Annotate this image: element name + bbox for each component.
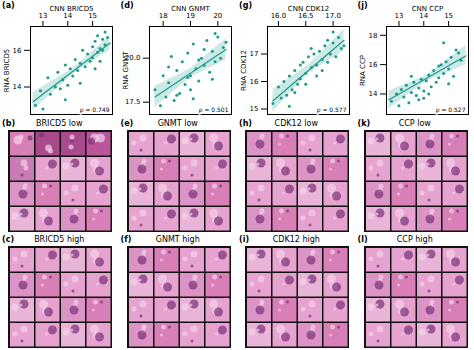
html-text:CDK12 high: CDK12 high xyxy=(272,235,320,244)
svg-text:17.5: 17.5 xyxy=(124,98,140,106)
html-text:BRICD5 high: BRICD5 high xyxy=(34,235,85,244)
svg-text:15: 15 xyxy=(250,105,259,113)
svg-text:20.0: 20.0 xyxy=(124,54,140,63)
svg-text:CNN GNMT: CNN GNMT xyxy=(171,5,210,13)
svg-text:14: 14 xyxy=(63,11,73,20)
html-text:CCP low: CCP low xyxy=(398,119,431,128)
html-text:(e): (e) xyxy=(120,119,134,128)
svg-text:13: 13 xyxy=(394,12,403,20)
html-text:(l): (l) xyxy=(357,235,368,244)
svg-text:RNA CCP: RNA CCP xyxy=(359,55,367,86)
svg-text:20: 20 xyxy=(213,12,222,20)
svg-text:14: 14 xyxy=(368,90,377,98)
svg-text:ρ = 0.527: ρ = 0.527 xyxy=(435,106,465,114)
svg-text:16.5: 16.5 xyxy=(298,11,314,20)
svg-text:CNN CCP: CNN CCP xyxy=(411,5,443,13)
html-text:CCP high: CCP high xyxy=(396,235,433,244)
html-text:(d): (d) xyxy=(120,1,134,10)
svg-text:CNN CDK12: CNN CDK12 xyxy=(288,5,329,13)
svg-text:15: 15 xyxy=(444,12,453,20)
svg-text:16: 16 xyxy=(368,61,377,69)
svg-text:RNA CDK12: RNA CDK12 xyxy=(240,50,248,91)
svg-text:16.0: 16.0 xyxy=(271,12,287,20)
svg-text:16: 16 xyxy=(250,78,259,86)
html-text:(b): (b) xyxy=(2,119,15,128)
svg-text:14: 14 xyxy=(418,11,428,20)
html-text:(c): (c) xyxy=(2,235,15,244)
svg-text:ρ = 0.501: ρ = 0.501 xyxy=(198,106,228,114)
svg-text:RNA GNMT: RNA GNMT xyxy=(122,51,130,90)
html-text:(j): (j) xyxy=(357,1,368,10)
svg-text:ρ = 0.577: ρ = 0.577 xyxy=(317,106,347,114)
html-text:(h): (h) xyxy=(239,119,252,128)
svg-text:RNA BRICD5: RNA BRICD5 xyxy=(3,49,11,93)
svg-text:15: 15 xyxy=(88,11,98,20)
html-text:(f): (f) xyxy=(120,235,132,244)
svg-text:18: 18 xyxy=(158,12,167,20)
html-text:(i): (i) xyxy=(239,235,250,244)
svg-text:17.0: 17.0 xyxy=(325,11,341,20)
svg-text:18: 18 xyxy=(368,32,377,40)
html-text:GNMT low: GNMT low xyxy=(157,119,198,128)
svg-text:16: 16 xyxy=(13,47,22,55)
svg-text:ρ = 0.749: ρ = 0.749 xyxy=(80,106,110,114)
svg-text:CNN BRICD5: CNN BRICD5 xyxy=(49,5,93,13)
html-text:(g): (g) xyxy=(239,1,252,10)
svg-text:13: 13 xyxy=(38,12,47,20)
html-text:BRICD5 low: BRICD5 low xyxy=(36,119,83,128)
svg-text:14: 14 xyxy=(13,83,22,91)
html-text:(a): (a) xyxy=(2,1,15,10)
html-text:(k): (k) xyxy=(357,119,371,128)
svg-text:19: 19 xyxy=(185,11,195,20)
html-text:GNMT high: GNMT high xyxy=(155,235,200,244)
html-text:CDK12 low: CDK12 low xyxy=(274,119,318,128)
svg-text:17: 17 xyxy=(250,50,259,58)
